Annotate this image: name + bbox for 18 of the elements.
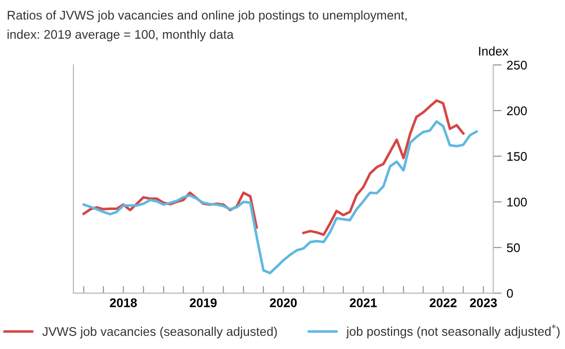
x-tick-label: 2022 xyxy=(430,298,457,308)
legend-label: JVWS job vacancies (seasonally adjusted) xyxy=(42,326,277,338)
y-tick-label: 0 xyxy=(506,288,513,298)
x-tick-label: 2018 xyxy=(110,298,137,308)
chart-title: Ratios of JVWS job vacancies and online job postings to unemployment, xyxy=(8,10,407,22)
chart-subtitle: index: 2019 average = 100, monthly data xyxy=(8,30,234,42)
y-tick-label: 100 xyxy=(507,198,527,207)
x-tick-label: 2023 xyxy=(470,298,497,308)
legend-label: job postings (not seasonally adjusted$^{*}$) xyxy=(346,324,560,338)
y-tick-label: 200 xyxy=(507,106,527,116)
x-tick-label: 2020 xyxy=(270,298,297,308)
y-tick-label: 250 xyxy=(507,60,527,70)
y-tick-label: 50 xyxy=(506,243,520,252)
line-series xyxy=(82,120,478,274)
x-tick-label: 2019 xyxy=(190,298,217,308)
x-tick-label: 2021 xyxy=(350,298,377,308)
y-axis-title: Index xyxy=(479,46,508,56)
y-tick-label: 150 xyxy=(507,152,527,161)
